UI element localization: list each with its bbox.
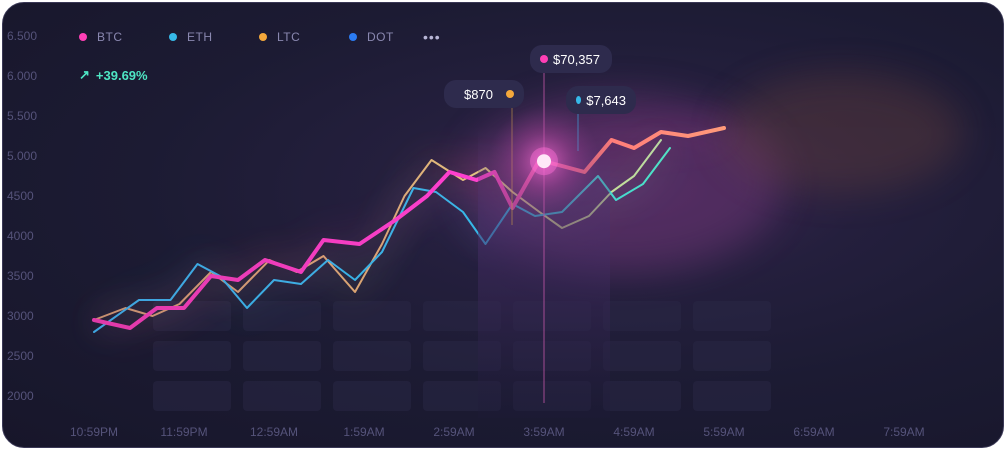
grid-tile [333,381,411,411]
grid-tile [333,341,411,371]
y-tick-label: 3000 [7,309,34,323]
grid-tile [603,341,681,371]
y-tick-label: 2500 [7,349,34,363]
y-tick-label: 5.500 [7,109,37,123]
y-tick-label: 4000 [7,229,34,243]
x-tick-label: 10:59PM [70,425,118,439]
bg-glow-right [723,73,963,193]
chart-legend: BTC ETH LTC DOT ••• [79,29,441,45]
grid-tile [693,341,771,371]
tooltip-ltc-value: $870 [464,86,493,102]
y-tick-label: 2000 [7,389,34,403]
tooltip-eth-value: $7,643 [586,92,626,108]
x-tick-label: 7:59AM [883,425,924,439]
grid-tile [243,341,321,371]
x-tick-label: 4:59AM [613,425,654,439]
x-tick-label: 1:59AM [343,425,384,439]
arrow-up-right-icon: ↗ [79,67,90,82]
grid-tile [153,381,231,411]
y-tick-label: 6.000 [7,69,37,83]
legend-ltc-dot [259,33,267,41]
change-percent: +39.69% [95,67,148,83]
legend-item-dot[interactable]: DOT [349,30,439,44]
tooltip-btc: $70,357 [530,45,612,73]
legend-item-ltc[interactable]: LTC [259,30,349,44]
tooltip-ltc: $870 [444,80,524,108]
grid-tile [603,381,681,411]
legend-item-btc[interactable]: BTC [79,30,169,44]
tooltip-btc-value: $70,357 [553,51,600,67]
y-tick-label: 5.000 [7,149,37,163]
x-tick-label: 5:59AM [703,425,744,439]
tooltip-ltc-dot [506,90,514,98]
x-tick-label: 11:59PM [160,425,207,439]
x-tick-label: 2:59AM [433,425,474,439]
tooltip-btc-dot [540,55,548,63]
line-chart[interactable]: 6.500 6.000 5.500 5.000 4500 4000 3500 3000 2500… [3,3,1003,447]
grid-tile [243,381,321,411]
grid-tile [333,301,411,331]
grid-tile [693,301,771,331]
legend-btc-dot [79,33,87,41]
legend-ltc-label: LTC [277,30,301,44]
legend-dot-label: DOT [367,30,394,44]
grid-tile [153,341,231,371]
legend-eth-dot [169,33,177,41]
tooltip-eth-dot [576,96,582,104]
y-tick-label: 6.500 [7,29,37,43]
grid-tile [243,301,321,331]
series-btc-line[interactable] [92,126,726,330]
legend-eth-label: ETH [187,30,213,44]
legend-btc-label: BTC [97,30,123,44]
x-tick-label: 3:59AM [523,425,564,439]
x-tick-label: 6:59AM [793,425,834,439]
y-tick-label: 3500 [7,269,34,283]
grid-tile [603,301,681,331]
change-indicator: ↗ +39.69% [79,67,148,83]
more-options-icon[interactable]: ••• [423,29,441,45]
cursor-point[interactable] [537,154,551,169]
legend-item-eth[interactable]: ETH [169,30,259,44]
tooltip-eth: $7,643 [566,86,636,114]
grid-tile [693,381,771,411]
x-tick-label: 12:59AM [250,425,298,439]
y-tick-label: 4500 [7,189,34,203]
legend-dot-dot [349,33,357,41]
